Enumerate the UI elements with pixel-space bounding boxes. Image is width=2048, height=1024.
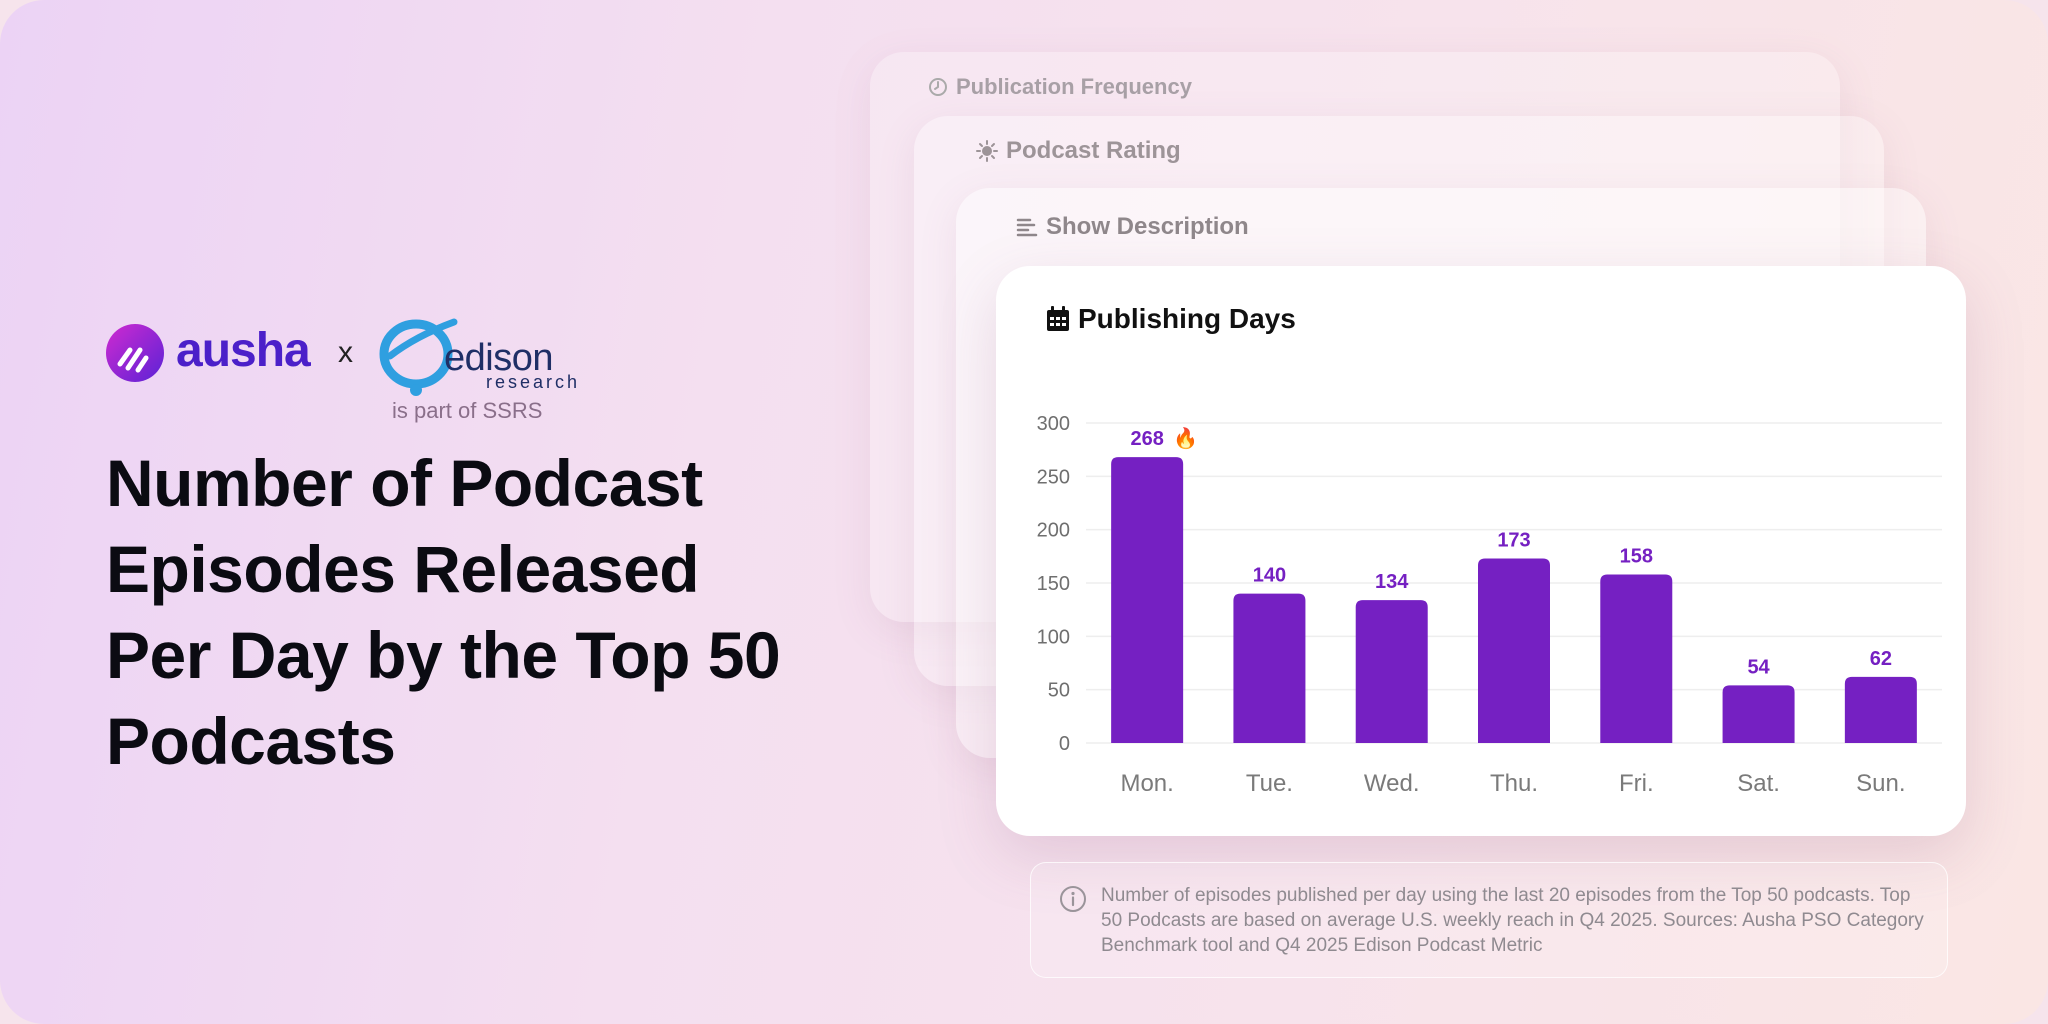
data-label: 268 (1130, 428, 1163, 450)
fire-icon: 🔥 (1173, 426, 1198, 450)
ausha-wordmark: ausha (176, 324, 311, 377)
data-label: 62 (1870, 648, 1892, 670)
y-tick-label: 100 (1037, 626, 1070, 648)
bar-sat[interactable] (1722, 685, 1795, 743)
calendar-icon (1047, 306, 1069, 331)
bar-wed[interactable] (1355, 600, 1428, 743)
x-tick-label: Sat. (1737, 770, 1780, 797)
card-title: Publishing Days (1046, 304, 1296, 334)
y-tick-label: 150 (1037, 573, 1070, 595)
card-title: Show Description (1016, 212, 1249, 242)
data-label: 158 (1620, 545, 1653, 567)
card-title: Podcast Rating (976, 136, 1181, 166)
y-tick-label: 0 (1059, 733, 1070, 755)
info-icon (1060, 886, 1086, 912)
bar-mon[interactable] (1111, 457, 1184, 743)
brand-logos: ausha x edison research is part of SSRS (106, 318, 586, 430)
research-wordmark: research (486, 372, 581, 392)
card-title-text: Show Description (1046, 213, 1249, 240)
publishing-days-card: 0 50 100 150 200 250 300 268 🔥 Mon. 140 Tue. 134 Wed.… (996, 266, 1966, 836)
clock-icon (929, 78, 947, 96)
x-tick-label: Sun. (1856, 770, 1905, 797)
y-tick-label: 200 (1037, 520, 1070, 542)
y-tick-label: 50 (1048, 680, 1070, 702)
chart-title: Publishing Days (1078, 303, 1296, 334)
ssrs-tagline: is part of SSRS (392, 398, 543, 423)
edison-logo-icon (379, 318, 458, 396)
data-label: 54 (1747, 656, 1770, 678)
x-tick-label: Wed. (1364, 770, 1420, 797)
sun-icon (976, 140, 998, 162)
data-label: 140 (1253, 565, 1286, 587)
data-label: 134 (1375, 571, 1409, 593)
data-label: 173 (1497, 529, 1530, 551)
y-tick-label: 300 (1037, 413, 1070, 435)
x-tick-label: Thu. (1490, 770, 1538, 797)
publishing-days-chart: 0 50 100 150 200 250 300 268 🔥 Mon. 140 Tue. 134 Wed.… (1037, 413, 1942, 797)
bar-thu[interactable] (1478, 558, 1550, 743)
text-lines-icon (1016, 218, 1038, 237)
bar-fri[interactable] (1600, 574, 1673, 743)
partnership-x: x (338, 336, 353, 369)
card-title: Publication Frequency (928, 72, 1192, 102)
ausha-logo-icon (106, 324, 164, 382)
x-tick-label: Tue. (1246, 770, 1293, 797)
page-title: Number of Podcast Episodes Released Per … (106, 446, 781, 778)
bar-sun[interactable] (1844, 676, 1917, 743)
bar-tue[interactable] (1233, 593, 1306, 743)
card-title-text: Publication Frequency (956, 74, 1192, 99)
footnote-text: Number of episodes published per day usi… (1101, 885, 1924, 956)
edison-wordmark: edison (444, 337, 553, 379)
y-tick-label: 250 (1037, 466, 1070, 488)
x-tick-label: Mon. (1120, 770, 1173, 797)
chart-footnote: Number of episodes published per day usi… (1030, 862, 1948, 978)
card-title-text: Podcast Rating (1006, 137, 1181, 164)
x-tick-label: Fri. (1619, 770, 1654, 797)
